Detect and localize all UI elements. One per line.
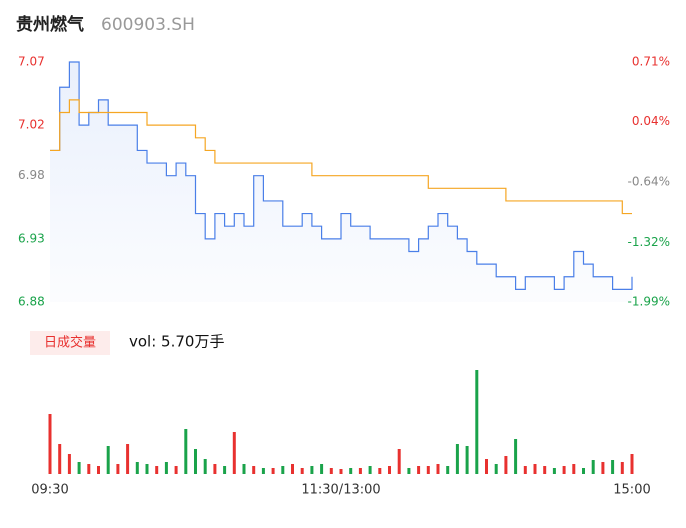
volume-bar [67,454,71,474]
average-line [50,99,632,215]
y2-tick-label: -1.99% [628,295,670,309]
volume-bar [388,466,391,474]
volume-bar [232,432,236,474]
volume-bar [349,468,353,474]
y2-tick-label: -0.64% [628,175,670,189]
volume-bar [116,464,120,474]
volume-label-box [30,331,110,355]
y2-tick-label: 0.04% [632,114,670,128]
volume-summary: vol: 5.70万手 [129,333,224,351]
volume-bar [426,466,430,474]
volume-bar [368,466,372,474]
volume-bar [378,468,382,474]
y-tick-label: 6.98 [18,168,45,182]
volume-bar [145,464,149,474]
x-tick-label: 15:00 [613,483,650,498]
volume-bar [310,466,314,474]
volume-bar [106,446,110,474]
x-tick-label: 11:30/13:00 [301,483,380,498]
volume-bar [252,466,256,474]
volume-bar [417,466,421,474]
y-tick-label: 7.07 [18,55,45,69]
volume-bar [48,414,52,474]
y-tick-label: 7.02 [18,118,45,132]
stock-code: 600903.SH [101,15,195,35]
volume-bar [514,439,518,474]
volume-bar [281,466,285,474]
volume-bar [601,462,605,474]
volume-bar [504,456,508,474]
volume-bar [300,468,304,474]
y-tick-label: 6.88 [18,295,45,309]
volume-bar [582,468,585,474]
volume-bar [397,449,401,474]
volume-bar [475,370,479,474]
volume-bar [465,446,469,474]
price-line [50,61,633,290]
volume-bar [87,464,91,474]
volume-bar [485,459,488,474]
price-area [50,62,632,302]
volume-bar [164,462,168,474]
volume-bar [329,468,333,474]
volume-bar [620,462,624,474]
volume-bar [291,464,294,474]
volume-bar [494,464,498,474]
x-tick-label: 09:30 [31,483,68,498]
volume-bar [320,464,324,474]
volume-bar [97,466,100,474]
volume-label: 日成交量 [44,335,96,351]
volume-bar [174,466,178,474]
volume-bar [77,462,81,474]
volume-bar [543,466,547,474]
volume-bar [261,468,265,474]
volume-bar [562,466,566,474]
volume-bar [126,444,130,474]
volume-bar [572,464,576,474]
volume-bar [135,462,139,474]
volume-bar [523,466,527,474]
volume-bar [533,464,537,474]
volume-bar [358,468,362,474]
volume-bar [552,468,556,474]
volume-bar [194,449,197,474]
volume-bar [407,468,411,474]
volume-bar [630,454,634,474]
volume-bar [436,464,440,474]
volume-bar [58,444,62,474]
volume-bar [339,469,343,474]
volume-bar [155,466,159,474]
volume-bar [184,429,188,474]
volume-bar [242,464,246,474]
volume-bar [611,460,615,474]
volume-bar [203,459,207,474]
y2-tick-label: -1.32% [628,235,670,249]
volume-bar [455,444,459,474]
volume-bar [223,466,227,474]
volume-bar [591,460,595,474]
y2-tick-label: 0.71% [632,55,670,69]
volume-bar [271,468,275,474]
stock-name: 贵州燃气 [16,14,84,35]
y-tick-label: 6.93 [18,231,45,245]
volume-bar [213,464,217,474]
volume-bar [446,466,450,474]
